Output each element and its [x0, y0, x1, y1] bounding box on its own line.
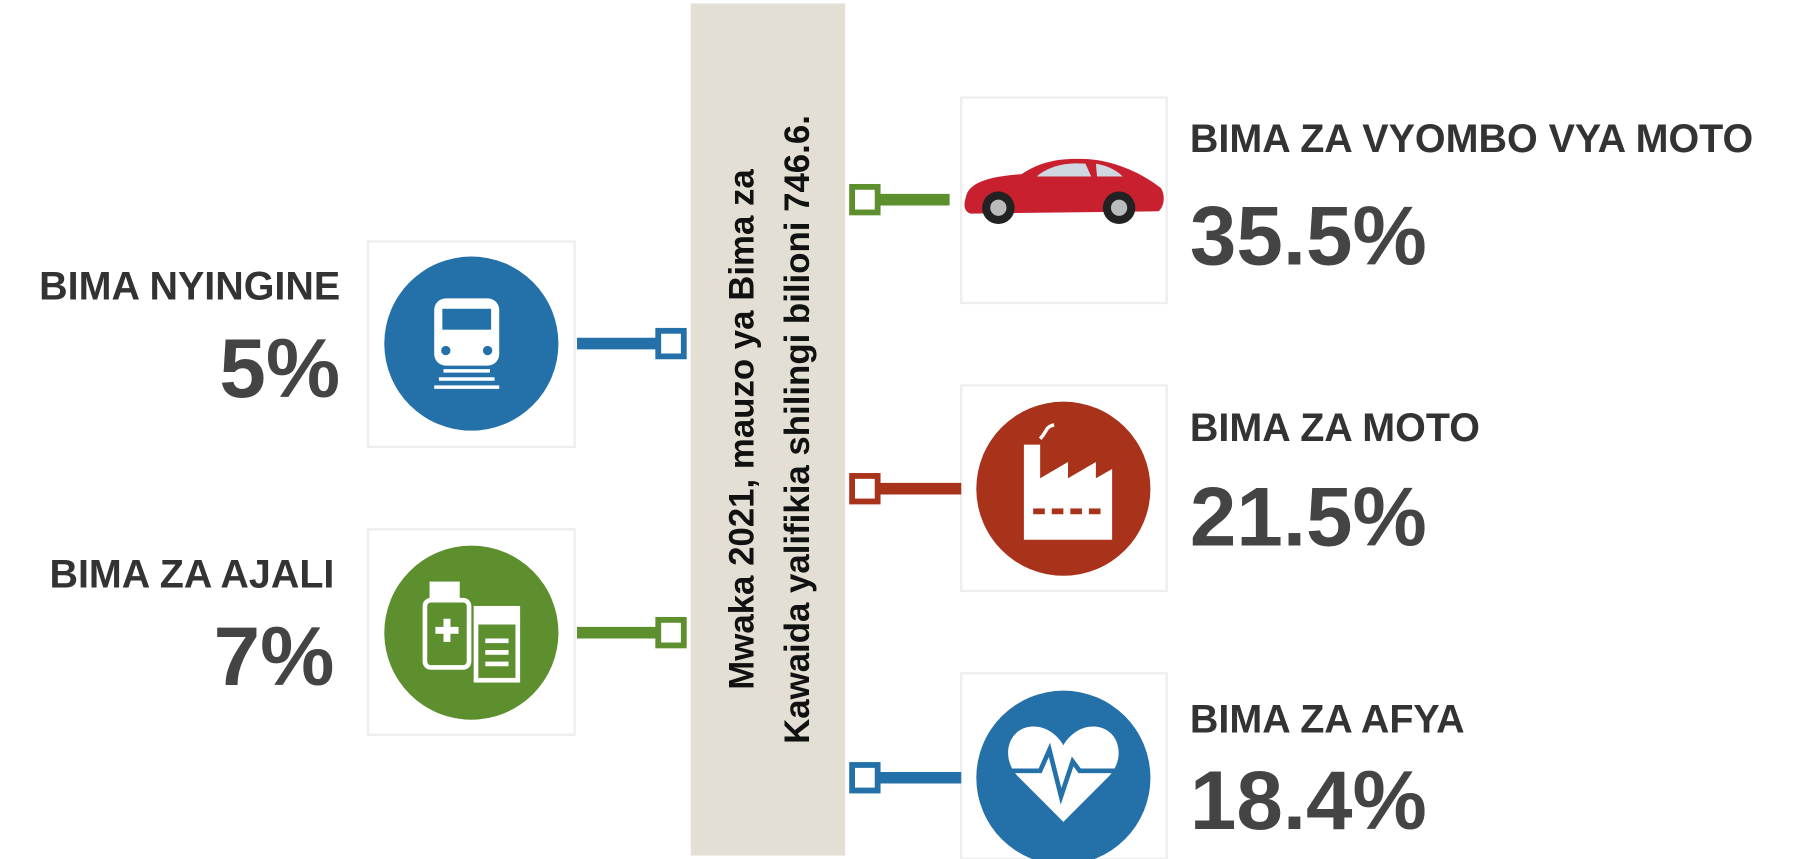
connector-node: [852, 476, 878, 502]
item-label: BIMA ZA AJALI: [49, 552, 334, 596]
connector-node: [658, 620, 684, 646]
infographic: Mwaka 2021, mauzo ya Bima za Kawaida yal…: [0, 0, 1811, 859]
item-label: BIMA ZA MOTO: [1190, 406, 1480, 450]
item-label: BIMA NYINGINE: [39, 264, 340, 308]
item-label: BIMA ZA AFYA: [1190, 697, 1465, 741]
center-text: Kawaida yalifikia shilingi bilioni 746.6…: [778, 115, 817, 744]
connector-node: [852, 765, 878, 791]
item-value: 18.4%: [1190, 753, 1427, 847]
center-text: Mwaka 2021, mauzo ya Bima za: [722, 169, 761, 690]
item-value: 5%: [219, 321, 340, 415]
center-panel: [691, 3, 845, 855]
item-value: 35.5%: [1190, 189, 1427, 283]
item-value: 21.5%: [1190, 470, 1427, 564]
item-value: 7%: [214, 609, 335, 703]
connector-node: [852, 187, 878, 213]
connector-node: [658, 331, 684, 357]
item-label: BIMA ZA VYOMBO VYA MOTO: [1190, 117, 1753, 161]
